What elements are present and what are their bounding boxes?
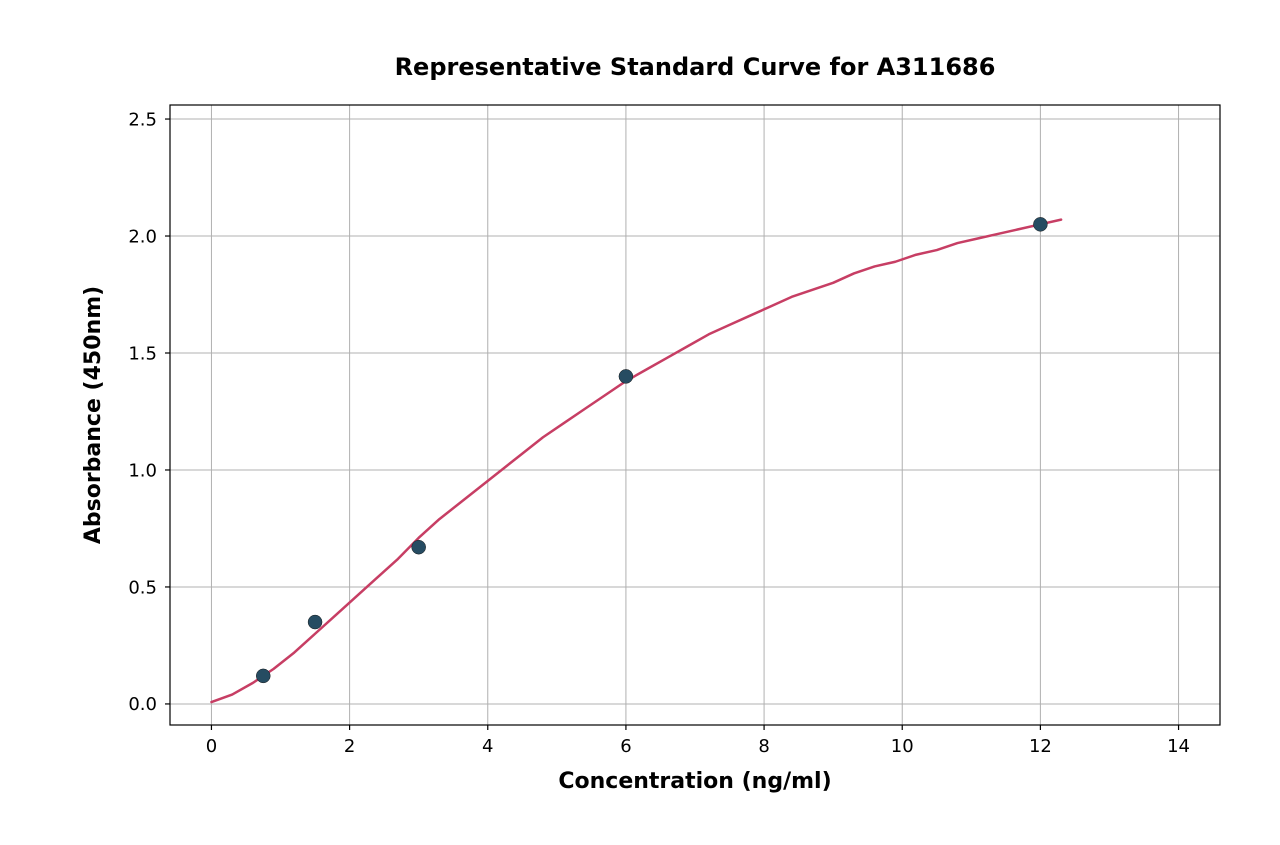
data-point <box>412 540 426 554</box>
y-tick-label: 2.5 <box>128 109 157 130</box>
x-axis-label: Concentration (ng/ml) <box>558 769 831 794</box>
standard-curve-chart: Representative Standard Curve for A31168… <box>0 0 1280 845</box>
data-point <box>256 669 270 683</box>
y-tick-label: 0.5 <box>128 577 157 598</box>
data-point <box>619 369 633 383</box>
chart-container: Representative Standard Curve for A31168… <box>0 0 1280 845</box>
x-tick-label: 2 <box>344 736 355 757</box>
y-tick-label: 0.0 <box>128 694 157 715</box>
x-tick-label: 12 <box>1029 736 1052 757</box>
x-tick-label: 4 <box>482 736 493 757</box>
y-tick-label: 1.0 <box>128 460 157 481</box>
y-tick-label: 1.5 <box>128 343 157 364</box>
plot-area: 0 2 4 6 8 10 12 14 0.0 0.5 1.0 1.5 2.0 2.5 <box>128 105 1220 757</box>
x-tick-label: 10 <box>891 736 914 757</box>
y-tick-label: 2.0 <box>128 226 157 247</box>
x-tick-label: 14 <box>1167 736 1190 757</box>
x-tick-label: 8 <box>758 736 769 757</box>
data-point <box>1033 217 1047 231</box>
chart-title: Representative Standard Curve for A31168… <box>395 53 996 81</box>
x-tick-label: 0 <box>206 736 217 757</box>
x-tick-label: 6 <box>620 736 631 757</box>
data-point <box>308 615 322 629</box>
y-axis-label: Absorbance (450nm) <box>81 286 106 544</box>
